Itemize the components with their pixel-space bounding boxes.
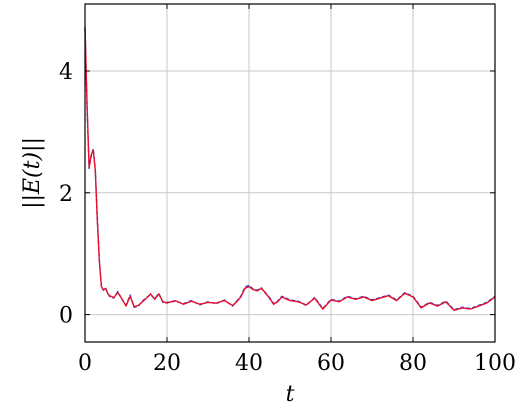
y-tick-label: 4 bbox=[59, 60, 73, 85]
y-axis-label: ||E(t)|| bbox=[20, 137, 45, 209]
x-tick-label: 40 bbox=[235, 351, 263, 376]
x-tick-labels: 0 20 40 60 80 100 bbox=[78, 351, 516, 376]
x-tick-label: 0 bbox=[78, 351, 92, 376]
x-tick-label: 20 bbox=[153, 351, 181, 376]
x-tick-label: 60 bbox=[317, 351, 345, 376]
series-line-2 bbox=[84, 27, 496, 312]
y-tick-label: 2 bbox=[59, 182, 73, 207]
x-tick-label: 80 bbox=[399, 351, 427, 376]
grid-lines bbox=[84, 4, 496, 342]
x-tick-label: 100 bbox=[474, 351, 516, 376]
y-tick-labels: 0 2 4 bbox=[59, 60, 73, 329]
y-tick-label: 0 bbox=[59, 304, 73, 329]
x-axis-label: t bbox=[286, 382, 295, 407]
plot-frame bbox=[84, 3, 496, 343]
axis-ticks bbox=[84, 4, 496, 342]
series-lines bbox=[84, 27, 496, 312]
